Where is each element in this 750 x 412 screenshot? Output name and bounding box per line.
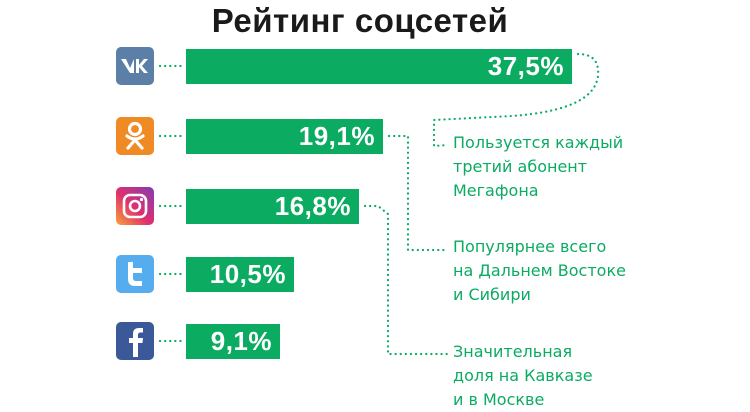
callout-line: Пользуется каждый [453, 133, 624, 152]
bar-label-instagram: 16,8% [274, 190, 351, 221]
bar-label-odnoklassniki: 19,1% [298, 120, 375, 151]
bar-odnoklassniki: 19,1% [186, 118, 383, 154]
bar-twitter: 10,5% [186, 256, 294, 292]
dotted-connector [363, 204, 450, 356]
facebook-icon [116, 322, 154, 360]
callout-odnoklassniki: Популярнее всего на Дальнем Востоке и Си… [453, 235, 626, 307]
bar-facebook: 9,1% [186, 323, 280, 359]
bar-instagram: 16,8% [186, 188, 359, 224]
bar-label-vk: 37,5% [487, 50, 564, 81]
bar-label-twitter: 10,5% [209, 258, 286, 289]
dotted-connector [387, 134, 450, 252]
callout-line: и в Москве [453, 390, 545, 409]
callout-line: на Дальнем Востоке [453, 261, 626, 280]
callout-line: Популярнее всего [453, 237, 607, 256]
callout-vk: Пользуется каждый третий абонент Мегафон… [453, 131, 623, 203]
callout-line: и Сибири [453, 285, 531, 304]
instagram-icon [116, 187, 154, 225]
callout-line: Мегафона [453, 181, 539, 200]
bar-vk: 37,5% [186, 48, 572, 84]
twitter-icon [116, 255, 154, 293]
vk-icon [116, 47, 154, 85]
callout-line: доля на Кавказе [453, 366, 593, 385]
bar-label-facebook: 9,1% [210, 325, 272, 356]
callout-instagram: Значительная доля на Кавказе и в Москве [453, 340, 593, 412]
callout-line: Значительная [453, 342, 573, 361]
odnoklassniki-icon [116, 117, 154, 155]
chart-title: Рейтинг соцсетей [211, 2, 509, 39]
callout-line: третий абонент [453, 157, 588, 176]
